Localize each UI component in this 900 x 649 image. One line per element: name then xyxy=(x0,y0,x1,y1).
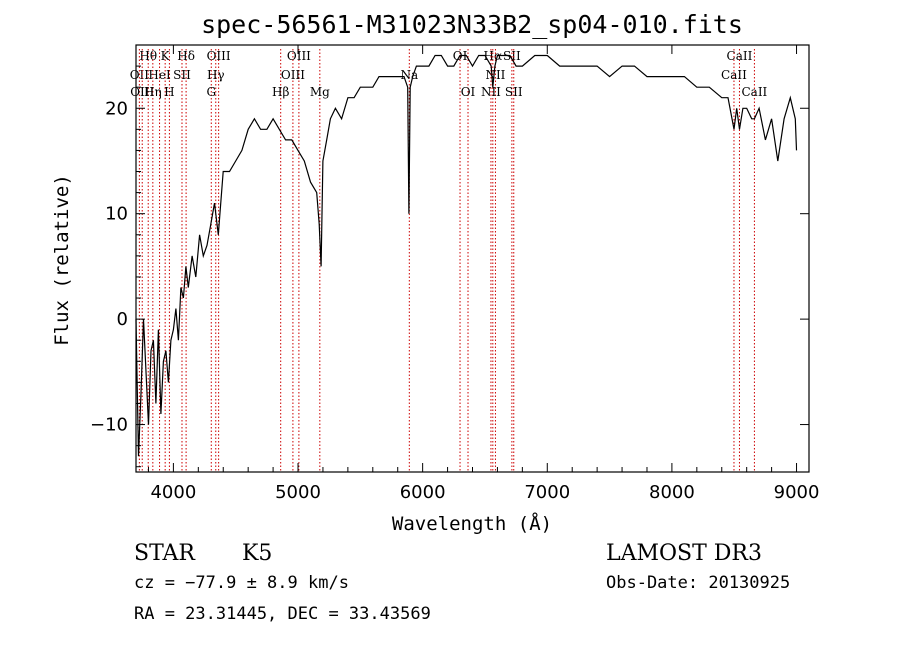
spectrum-line xyxy=(135,54,798,457)
line-marker-label: CaII xyxy=(727,49,753,63)
redshift-velocity: cz = −77.9 ± 8.9 km/s xyxy=(134,573,349,593)
line-marker-label: SII xyxy=(173,68,191,82)
y-tick-label: −10 xyxy=(90,415,128,436)
sky-coordinates: RA = 23.31445, DEC = 33.43569 xyxy=(134,604,431,624)
line-marker-label: Mg xyxy=(310,85,330,99)
x-tick-label: 4000 xyxy=(150,482,196,503)
line-marker-label: OIII xyxy=(281,68,305,82)
object-class: STAR xyxy=(134,541,196,566)
x-tick-label: 6000 xyxy=(400,482,446,503)
line-marker-label: SII xyxy=(505,85,523,99)
axis-ticks: 4000 5000 6000 7000 8000 9000 −10 0 10 20 xyxy=(90,44,820,503)
line-marker-label: OI xyxy=(461,85,476,99)
y-tick-label: 0 xyxy=(117,309,128,330)
line-marker-label: HeI xyxy=(148,68,171,82)
chart-title: spec-56561-M31023N33B2_sp04-010.fits xyxy=(201,10,743,39)
line-marker-label: Hβ xyxy=(272,85,289,99)
line-marker-label: OII xyxy=(130,68,150,82)
y-axis-label: Flux (relative) xyxy=(51,174,73,346)
x-tick-label: 8000 xyxy=(649,482,695,503)
plot-frame xyxy=(135,44,810,473)
line-marker-label: Hη xyxy=(144,85,162,99)
line-marker-label: G xyxy=(206,85,216,99)
line-marker-label: OIII xyxy=(287,49,311,63)
line-marker-label: K xyxy=(161,49,171,63)
line-marker-label: H xyxy=(164,85,174,99)
y-tick-label: 10 xyxy=(105,204,128,225)
line-marker-label: Hα xyxy=(484,49,503,63)
x-tick-label: 5000 xyxy=(275,482,321,503)
observation-date: Obs-Date: 20130925 xyxy=(606,573,790,593)
line-marker-label: CaII xyxy=(741,85,767,99)
line-marker-label: CaII xyxy=(721,68,747,82)
line-marker-label: Hδ xyxy=(177,49,195,63)
x-tick-label: 7000 xyxy=(524,482,570,503)
line-marker-label: NII xyxy=(481,85,501,99)
line-marker-label: Hγ xyxy=(207,68,225,82)
y-tick-label: 20 xyxy=(105,98,128,119)
line-marker-label: OIII xyxy=(207,49,231,63)
spectral-subclass: K5 xyxy=(242,541,272,566)
line-marker-label: NII xyxy=(485,68,505,82)
x-axis-label: Wavelength (Å) xyxy=(392,512,552,535)
x-tick-label: 9000 xyxy=(774,482,820,503)
line-marker-label: SII xyxy=(503,49,521,63)
survey-name: LAMOST DR3 xyxy=(606,541,762,566)
